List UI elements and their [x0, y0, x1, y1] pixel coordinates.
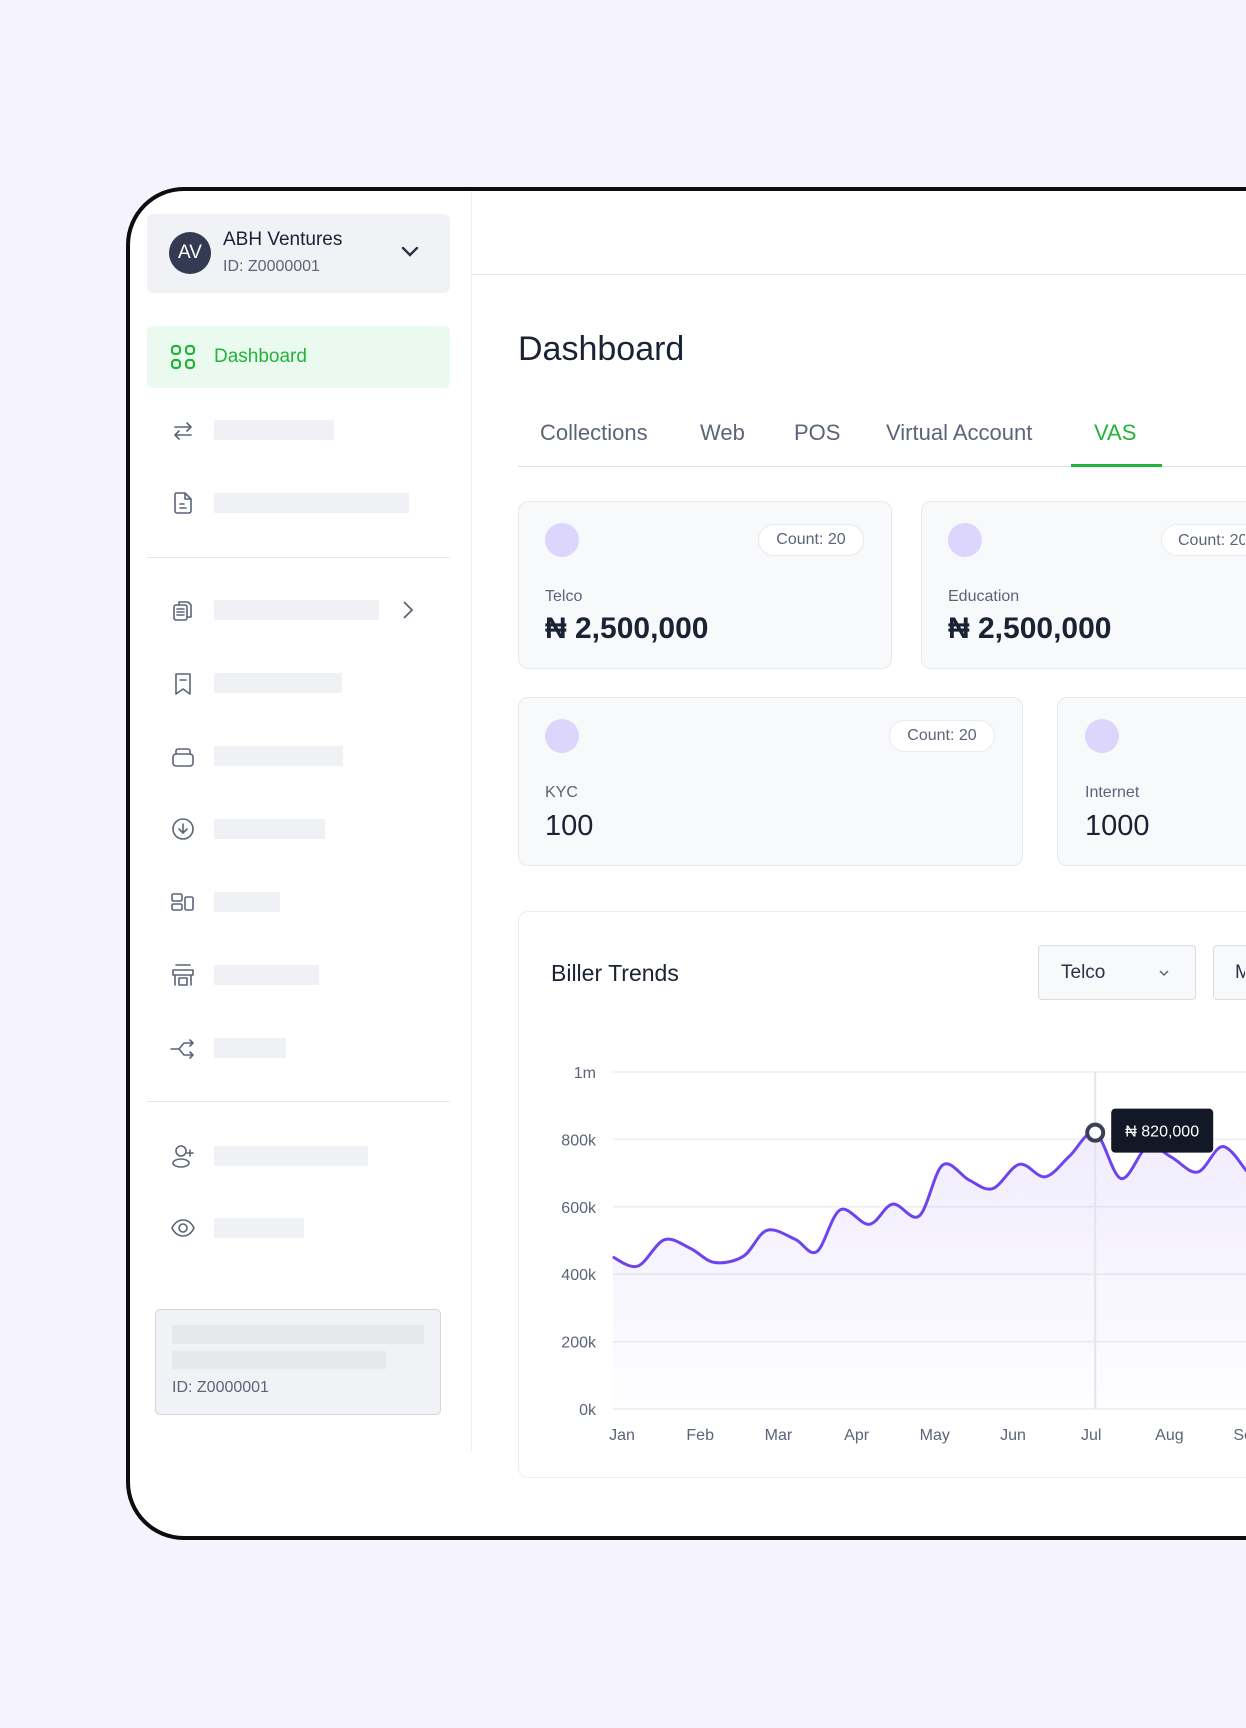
card-label: Telco	[545, 588, 583, 605]
tab-virtual-account[interactable]: Virtual Account	[886, 420, 1033, 445]
skeleton-label	[214, 493, 409, 513]
sidebar-separator	[147, 557, 450, 558]
category-icon	[545, 719, 579, 753]
skeleton-label	[214, 420, 334, 440]
card-label: Education	[948, 588, 1020, 605]
period-select[interactable]: Monthly	[1213, 945, 1246, 1000]
card-value: ₦ 2,500,000	[545, 612, 709, 645]
y-tick-label: 800k	[561, 1132, 597, 1149]
y-tick-label: 0k	[579, 1402, 597, 1419]
skeleton-label	[214, 600, 379, 620]
clipboard-list-icon[interactable]	[170, 597, 196, 623]
chart-title: Biller Trends	[551, 960, 679, 986]
chevron-down-icon	[1157, 964, 1171, 986]
avatar: AV	[169, 232, 211, 274]
x-tick-label: Sep	[1233, 1427, 1246, 1444]
active-tab-indicator	[1071, 464, 1162, 467]
x-tick-label: Aug	[1155, 1427, 1183, 1444]
y-tick-label: 600k	[561, 1200, 597, 1217]
period-select-text-clip: Monthly	[1235, 962, 1245, 983]
y-tick-label: 400k	[561, 1267, 597, 1284]
x-tick-label: Jul	[1081, 1427, 1101, 1444]
count-badge: Count: 20	[758, 524, 864, 556]
skeleton-label	[214, 819, 325, 839]
tab-web[interactable]: Web	[700, 420, 745, 445]
sidebar-separator	[147, 1101, 450, 1102]
category-icon	[948, 523, 982, 557]
x-tick-label: Feb	[686, 1427, 714, 1444]
x-tick-label: May	[920, 1427, 950, 1444]
layout-blocks-icon[interactable]	[170, 889, 196, 915]
sidebar-item-label: Dashboard	[214, 346, 307, 367]
tooltip-value: ₦ 820,000	[1125, 1124, 1199, 1141]
skeleton-label	[214, 746, 343, 766]
eye-icon[interactable]	[170, 1215, 196, 1241]
tab-collections[interactable]: Collections	[540, 420, 648, 445]
skeleton-label	[172, 1325, 424, 1344]
sidebar-divider	[471, 191, 472, 1451]
chevron-right-icon[interactable]	[400, 598, 416, 627]
highlight-point	[1085, 1122, 1106, 1143]
page-title: Dashboard	[518, 330, 685, 368]
biller-select-value: Telco	[1061, 961, 1106, 983]
count-badge: Count: 20	[1161, 524, 1246, 556]
document-icon[interactable]	[170, 490, 196, 516]
bookmark-icon[interactable]	[170, 671, 196, 697]
skeleton-label	[214, 965, 319, 985]
card-value: ₦ 2,500,000	[948, 612, 1112, 645]
header-divider	[472, 274, 1246, 275]
category-icon	[1085, 719, 1119, 753]
user-add-icon[interactable]	[170, 1143, 196, 1169]
biller-trends-chart: 0k 200k 400k 600k 800k 1m Jan Feb Mar Apr May Jun Ju…	[561, 1065, 1246, 1444]
skeleton-label	[214, 892, 280, 912]
split-arrows-icon[interactable]	[170, 1036, 196, 1062]
tab-pos[interactable]: POS	[794, 420, 841, 445]
transfer-arrows-icon[interactable]	[170, 418, 196, 444]
dashboard-grid-icon	[170, 344, 196, 375]
series-area	[612, 1132, 1246, 1409]
footer-id: ID: Z0000001	[172, 1379, 269, 1396]
sidebar-item-dashboard[interactable]	[147, 326, 450, 388]
skeleton-label	[172, 1351, 386, 1369]
account-id: ID: Z0000001	[223, 258, 320, 275]
store-icon[interactable]	[170, 962, 196, 988]
skeleton-label	[214, 1038, 286, 1058]
y-tick-label: 200k	[561, 1335, 597, 1352]
account-name: ABH Ventures	[223, 229, 343, 250]
category-icon	[545, 523, 579, 557]
skeleton-label	[214, 1146, 368, 1166]
wallet-icon[interactable]	[170, 744, 196, 770]
biller-select[interactable]: Telco	[1038, 945, 1196, 1000]
x-tick-label: Jan	[609, 1427, 635, 1444]
card-value: 1000	[1085, 810, 1150, 842]
x-tick-label: Mar	[765, 1427, 793, 1444]
card-label: Internet	[1085, 784, 1140, 801]
tabs-underline	[518, 466, 1246, 467]
skeleton-label	[214, 673, 342, 693]
count-badge-text-clip: Count: 20	[1178, 532, 1245, 549]
tab-vas[interactable]: VAS	[1094, 420, 1137, 445]
x-tick-label: Apr	[844, 1427, 870, 1444]
stat-card-kyc[interactable]	[518, 697, 1023, 866]
count-badge-text: Count: 20	[1178, 532, 1245, 549]
chevron-down-icon[interactable]	[399, 244, 421, 265]
tooltip-box	[1111, 1108, 1214, 1153]
y-tick-label: 1m	[574, 1065, 596, 1082]
card-value: 100	[545, 810, 594, 842]
skeleton-label	[214, 1218, 304, 1238]
period-select-value: Monthly	[1235, 962, 1245, 983]
count-badge: Count: 20	[889, 720, 995, 752]
card-label: KYC	[545, 784, 578, 801]
download-circle-icon[interactable]	[170, 816, 196, 842]
x-tick-label: Jun	[1000, 1427, 1026, 1444]
